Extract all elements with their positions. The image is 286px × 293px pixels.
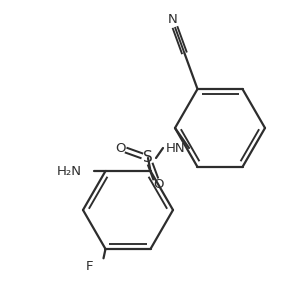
Text: H₂N: H₂N: [57, 165, 82, 178]
Text: HN: HN: [166, 142, 186, 154]
Text: N: N: [167, 13, 177, 26]
Text: F: F: [86, 260, 94, 273]
Text: S: S: [143, 151, 153, 166]
Text: O: O: [115, 142, 125, 154]
Text: O: O: [153, 178, 163, 192]
